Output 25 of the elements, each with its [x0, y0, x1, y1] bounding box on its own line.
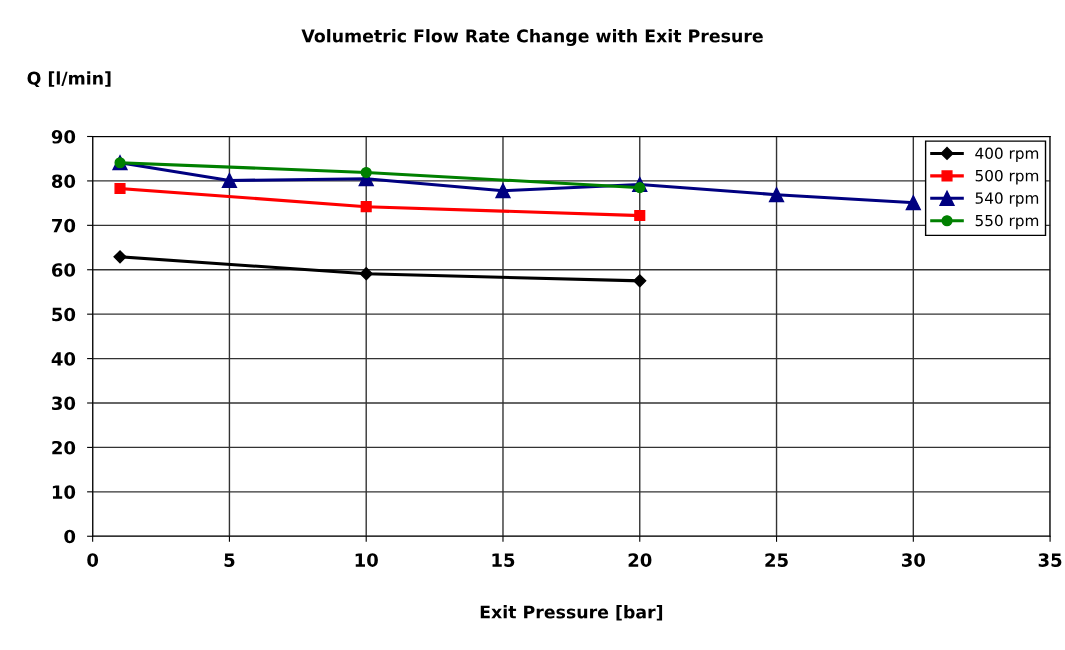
x-tick-label: 20 [628, 553, 652, 567]
y-tick-label: 10 [52, 485, 76, 499]
y-tick-label: 60 [51, 263, 76, 277]
legend-label: 500 rpm [975, 169, 1039, 185]
x-axis-title: Exit Pressure [bar] [480, 605, 663, 621]
x-tick-label: 5 [224, 553, 235, 567]
x-tick-label: 0 [87, 553, 99, 567]
y-tick-label: 0 [64, 529, 76, 544]
x-tick-label: 10 [355, 553, 378, 567]
y-tick-label: 50 [52, 307, 76, 322]
legend-label: 400 rpm [975, 147, 1039, 162]
x-tick-label: 35 [1038, 553, 1062, 567]
y-tick-label: 40 [51, 352, 76, 366]
legend-label: 550 rpm [975, 214, 1039, 230]
y-axis-title: Q [l/min] [27, 71, 111, 88]
legend-label: 540 rpm [975, 192, 1039, 207]
y-tick-label: 30 [52, 396, 76, 411]
y-tick-label: 70 [52, 218, 76, 233]
x-tick-label: 30 [901, 553, 926, 567]
y-tick-label: 20 [52, 440, 76, 455]
x-tick-label: 15 [492, 553, 515, 567]
y-tick-label: 90 [51, 129, 76, 144]
x-tick-label: 25 [765, 553, 788, 567]
chart-title: Volumetric Flow Rate Change with Exit Presure [301, 29, 763, 46]
y-tick-label: 80 [51, 174, 76, 189]
